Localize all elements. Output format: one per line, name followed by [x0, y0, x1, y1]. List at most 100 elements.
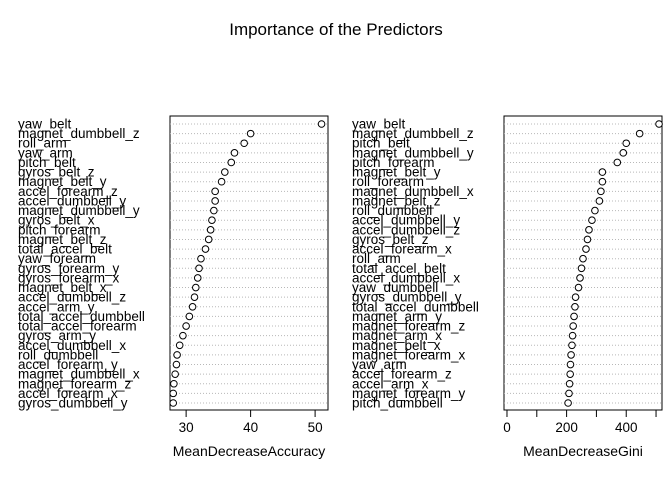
variable-label: pitch_belt	[18, 155, 76, 170]
variable-label: magnet_arm_x	[352, 328, 442, 343]
chart-title: Importance of the Predictors	[229, 20, 443, 39]
variable-label: accel_dumbbell_z	[18, 290, 126, 305]
variable-label: accel_forearm_z	[18, 184, 118, 199]
variable-label: accel_forearm_x	[18, 386, 118, 401]
importance-point	[576, 274, 584, 282]
variable-label: accel_arm_x	[352, 376, 429, 391]
importance-point	[585, 226, 593, 234]
variable-label: yaw_belt	[352, 117, 406, 132]
variable-label: magnet_dumbbell_y	[352, 145, 474, 160]
importance-point	[571, 302, 579, 311]
importance-point	[588, 216, 596, 225]
importance-point	[565, 389, 573, 398]
variable-label: gyros_belt_z	[18, 165, 95, 180]
importance-point	[201, 245, 210, 253]
importance-point	[598, 168, 607, 176]
importance-point	[246, 129, 255, 138]
variable-label: gyros_forearm_y	[18, 261, 120, 276]
importance-point	[197, 254, 205, 263]
variable-label: pitch_belt	[352, 136, 410, 151]
variable-label: pitch_dumbbell	[352, 396, 443, 411]
variable-label: magnet_dumbbell_z	[18, 126, 140, 141]
variable-label: yaw_arm	[18, 145, 73, 160]
variable-label: magnet_dumbbell_z	[352, 126, 474, 141]
x-tick-label: 400	[615, 420, 638, 435]
importance-point	[582, 245, 590, 253]
importance-point	[230, 149, 239, 157]
importance-point	[595, 197, 604, 205]
importance-point	[565, 379, 574, 388]
variable-label: magnet_belt_y	[352, 165, 441, 180]
importance-point	[568, 341, 576, 350]
importance-point	[570, 312, 578, 321]
variable-label: magnet_forearm_z	[352, 319, 466, 334]
variable-label: magnet_belt_z	[18, 232, 107, 247]
importance-point	[568, 331, 577, 340]
importance-point	[613, 158, 622, 167]
variable-label: accel_dumbbell_y	[18, 193, 126, 208]
importance-point	[185, 312, 194, 321]
importance-point	[182, 322, 190, 330]
variable-label: yaw_arm	[352, 357, 407, 372]
importance-point	[569, 322, 577, 330]
variable-label: roll_arm	[18, 136, 67, 151]
variable-label: total_accel_dumbbell	[18, 309, 145, 324]
importance-point	[227, 158, 236, 167]
variable-label: magnet_forearm_z	[18, 376, 132, 391]
importance-point	[597, 187, 605, 196]
variable-label: accel_forearm_x	[352, 242, 452, 257]
variable-label: magnet_belt_z	[352, 193, 441, 208]
importance-point	[169, 389, 178, 398]
variable-label: magnet_dumbbell_x	[18, 367, 140, 382]
variable-label: gyros_dumbbell_y	[352, 290, 462, 305]
importance-point	[171, 370, 179, 378]
importance-point	[172, 360, 181, 369]
importance-point	[598, 177, 607, 186]
variable-label: total_accel_belt	[352, 261, 446, 276]
importance-point	[173, 351, 181, 359]
variable-label: roll_dumbbell	[352, 203, 432, 218]
variable-label: pitch_forearm	[18, 222, 101, 237]
variable-label: total_accel_forearm	[18, 319, 137, 334]
x-axis-label: MeanDecreaseAccuracy	[173, 443, 326, 459]
x-tick-label: 0	[503, 420, 511, 435]
variable-label: accel_dumbbell_x	[352, 270, 460, 285]
importance-point	[622, 139, 631, 148]
importance-point	[175, 341, 184, 350]
variable-label: gyros_belt_z	[352, 232, 429, 247]
importance-point	[188, 302, 197, 311]
variable-label: roll_dumbbell	[18, 347, 98, 362]
variable-label: magnet_arm_y	[352, 309, 442, 324]
variable-label: magnet_forearm_y	[352, 386, 466, 401]
importance-point	[170, 379, 178, 388]
variable-label: gyros_dumbbell_y	[18, 396, 128, 411]
importance-point	[190, 293, 199, 301]
variable-label: accel_dumbbell_z	[352, 222, 460, 237]
importance-point	[591, 206, 599, 215]
importance-point	[635, 129, 644, 138]
importance-point	[206, 226, 215, 234]
x-tick-label: 200	[555, 420, 578, 435]
importance-point	[195, 264, 203, 273]
importance-point	[217, 177, 226, 186]
importance-point	[579, 254, 587, 263]
importance-point	[169, 399, 178, 407]
x-tick-label: 30	[179, 420, 194, 435]
variable-label: gyros_forearm_x	[18, 270, 120, 285]
importance-point	[567, 351, 575, 359]
importance-point	[221, 168, 229, 176]
variable-label: yaw_dumbbell	[352, 280, 438, 295]
importance-point	[655, 120, 663, 128]
variable-label: accel_arm_y	[18, 299, 95, 314]
accuracy-panel: yaw_beltmagnet_dumbbell_zroll_armyaw_arm…	[18, 115, 329, 459]
importance-point	[179, 331, 187, 340]
importance-point	[566, 360, 575, 369]
x-tick-label: 50	[308, 420, 323, 435]
plot-frame	[169, 115, 329, 411]
importance-point	[210, 206, 218, 215]
variable-label: accel_dumbbell_y	[352, 213, 460, 228]
variable-label: magnet_belt_y	[18, 174, 107, 189]
variable-label: accel_forearm_y	[18, 357, 118, 372]
variable-label: magnet_belt_x	[18, 280, 107, 295]
